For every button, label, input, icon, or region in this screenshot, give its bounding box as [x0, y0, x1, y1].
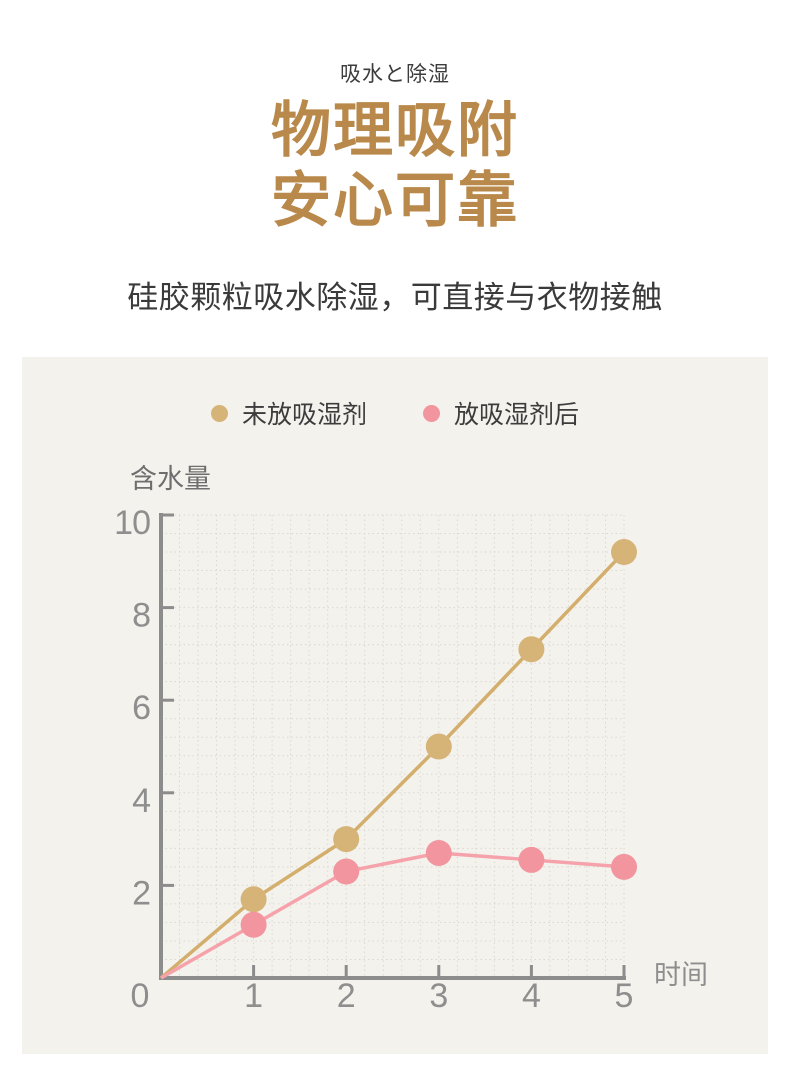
chart-legend: 未放吸湿剂 放吸湿剂后 [22, 395, 768, 431]
page-title: 物理吸附 安心可靠 [0, 96, 790, 236]
y-tick-label: 10 [114, 504, 150, 542]
legend-label-without-desiccant: 未放吸湿剂 [241, 401, 367, 429]
series-line-0 [159, 550, 626, 980]
data-point-s0-x5 [611, 539, 637, 566]
page-title-line1: 物理吸附 [271, 97, 519, 164]
data-point-s0-x3 [425, 733, 452, 760]
page-title-line2: 安心可靠 [271, 167, 519, 234]
x-tick-label: 4 [522, 977, 541, 1015]
legend-item-without-desiccant: 未放吸湿剂 [210, 395, 367, 431]
legend-dot-pink-icon [423, 404, 440, 422]
series-line-1 [160, 851, 625, 980]
data-point-s1-x3 [425, 839, 452, 866]
legend-label-with-desiccant: 放吸湿剂后 [454, 401, 580, 429]
eyebrow-text: 吸水と除湿 [340, 63, 450, 86]
y-tick-label: 6 [132, 689, 150, 727]
page-subtitle: 硅胶颗粒吸水除湿，可直接与衣物接触 [127, 280, 663, 315]
legend-item-with-desiccant: 放吸湿剂后 [423, 395, 579, 431]
x-tick-label: 5 [615, 977, 634, 1015]
data-point-s0-x1 [240, 886, 267, 913]
y-axis-title: 含水量 [130, 464, 211, 494]
x-axis-title: 时间 [654, 960, 708, 990]
x-tick-label: 2 [337, 977, 356, 1015]
x-tick-label: 0 [131, 977, 150, 1015]
data-point-s1-x1 [240, 911, 267, 938]
x-tick-label: 3 [429, 977, 448, 1015]
chart-panel: 未放吸湿剂 放吸湿剂后 2 4 6 8 10 0 1 2 3 4 5 含水量时间 [22, 357, 768, 1054]
data-point-s1-x5 [611, 853, 637, 880]
data-point-s1-x2 [333, 858, 360, 885]
data-point-s0-x2 [333, 826, 360, 853]
data-point-s1-x4 [518, 846, 545, 873]
x-tick-label: 1 [244, 977, 263, 1015]
legend-dot-gold-icon [210, 404, 228, 422]
y-tick-label: 8 [132, 597, 150, 635]
y-tick-label: 2 [132, 874, 150, 912]
data-point-s0-x4 [518, 636, 545, 663]
y-tick-label: 4 [132, 782, 150, 820]
